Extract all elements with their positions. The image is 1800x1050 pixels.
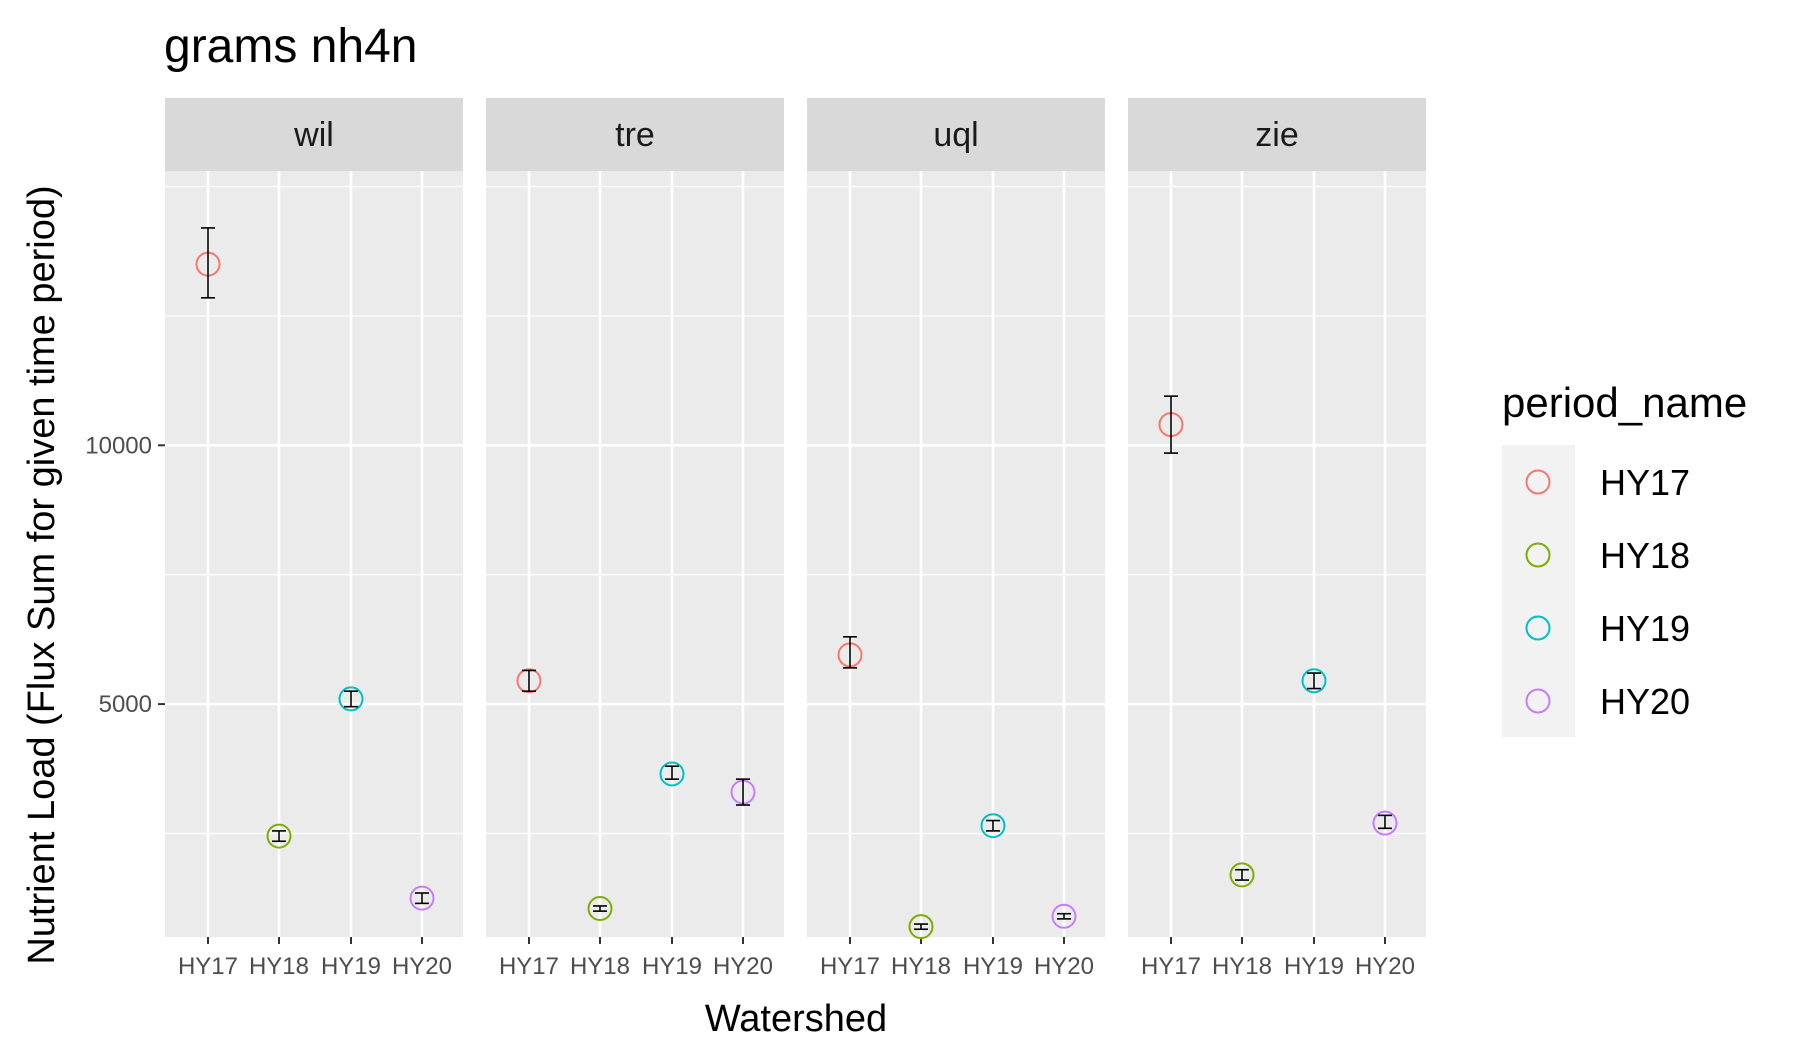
point-marker <box>980 813 1006 839</box>
facet-panel-tre: tre HY17 HY18 HY19 HY20 <box>486 98 784 980</box>
x-tick-label: HY17 <box>499 953 559 980</box>
panel-background <box>486 171 784 937</box>
panel-background <box>165 171 463 937</box>
data-point-uql-HY20 <box>1051 903 1077 929</box>
facet-strip-label: uql <box>933 116 978 154</box>
data-point-zie-HY19 <box>1301 668 1327 694</box>
y-tick-label: 10000 <box>85 432 152 459</box>
x-tick-label: HY20 <box>1355 953 1415 980</box>
x-tick-label: HY18 <box>570 953 630 980</box>
point-marker <box>659 761 685 787</box>
legend-title: period_name <box>1502 379 1747 426</box>
facet-strip-label: wil <box>293 116 334 154</box>
x-tick-label: HY19 <box>642 953 702 980</box>
panel-background <box>807 171 1105 937</box>
facet-strip-label: tre <box>615 116 655 154</box>
point-marker <box>266 823 292 849</box>
legend-key-HY17 <box>1525 469 1551 495</box>
panel-background <box>1128 171 1426 937</box>
data-point-zie-HY20 <box>1372 810 1398 836</box>
data-point-wil-HY20 <box>409 885 435 911</box>
y-axis: 5000 10000 <box>85 432 165 718</box>
data-point-tre-HY18 <box>587 896 613 922</box>
data-point-zie-HY18 <box>1229 862 1255 888</box>
data-point-uql-HY19 <box>980 813 1006 839</box>
y-tick-label: 5000 <box>99 691 152 718</box>
facet-strip <box>1128 98 1426 171</box>
point-marker <box>409 885 435 911</box>
point-marker <box>1229 862 1255 888</box>
legend-label: HY19 <box>1600 608 1690 649</box>
facet-panel-wil: wil HY17 HY18 HY19 HY20 <box>165 98 463 980</box>
data-point-uql-HY18 <box>908 914 934 940</box>
legend-label: HY18 <box>1600 535 1690 576</box>
point-marker <box>587 896 613 922</box>
x-tick-label: HY17 <box>820 953 880 980</box>
legend-label: HY20 <box>1600 681 1690 722</box>
x-tick-label: HY20 <box>713 953 773 980</box>
point-marker <box>516 668 542 694</box>
legend-key-HY18 <box>1525 542 1551 568</box>
legend-key-HY19 <box>1525 615 1551 641</box>
legend: period_name HY17 HY18 HY19 HY20 <box>1502 379 1747 737</box>
x-tick-label: HY19 <box>1284 953 1344 980</box>
point-marker <box>1301 668 1327 694</box>
x-tick-label: HY20 <box>392 953 452 980</box>
x-tick-label: HY20 <box>1034 953 1094 980</box>
y-axis-title: Nutrient Load (Flux Sum for given time p… <box>21 185 63 964</box>
facet-panel-uql: uql HY17 HY18 HY19 HY20 <box>807 98 1105 980</box>
facet-panel-zie: zie HY17 HY18 HY19 HY20 <box>1128 98 1426 980</box>
legend-key-background <box>1502 445 1575 737</box>
facet-strip <box>486 98 784 171</box>
data-point-uql-HY17 <box>837 636 863 669</box>
x-tick-label: HY18 <box>249 953 309 980</box>
data-point-tre-HY20 <box>730 778 756 806</box>
chart-title: grams nh4n <box>164 20 417 73</box>
point-marker <box>1051 903 1077 929</box>
x-axis-title: Watershed <box>705 998 887 1040</box>
facet-strip <box>807 98 1105 171</box>
x-tick-label: HY19 <box>963 953 1023 980</box>
data-point-zie-HY17 <box>1158 395 1184 454</box>
data-point-wil-HY19 <box>338 686 364 712</box>
point-marker <box>908 914 934 940</box>
data-point-tre-HY17 <box>516 668 542 694</box>
x-tick-label: HY18 <box>1212 953 1272 980</box>
data-point-wil-HY18 <box>266 823 292 849</box>
legend-key-HY20 <box>1525 688 1551 714</box>
point-marker <box>1372 810 1398 836</box>
data-point-wil-HY17 <box>195 227 221 299</box>
legend-label: HY17 <box>1600 462 1690 503</box>
x-tick-label: HY17 <box>178 953 238 980</box>
facet-strip <box>165 98 463 171</box>
facet-strip-label: zie <box>1255 116 1298 154</box>
x-tick-label: HY19 <box>321 953 381 980</box>
data-point-tre-HY19 <box>659 761 685 787</box>
point-marker <box>338 686 364 712</box>
x-tick-label: HY18 <box>891 953 951 980</box>
x-tick-label: HY17 <box>1141 953 1201 980</box>
